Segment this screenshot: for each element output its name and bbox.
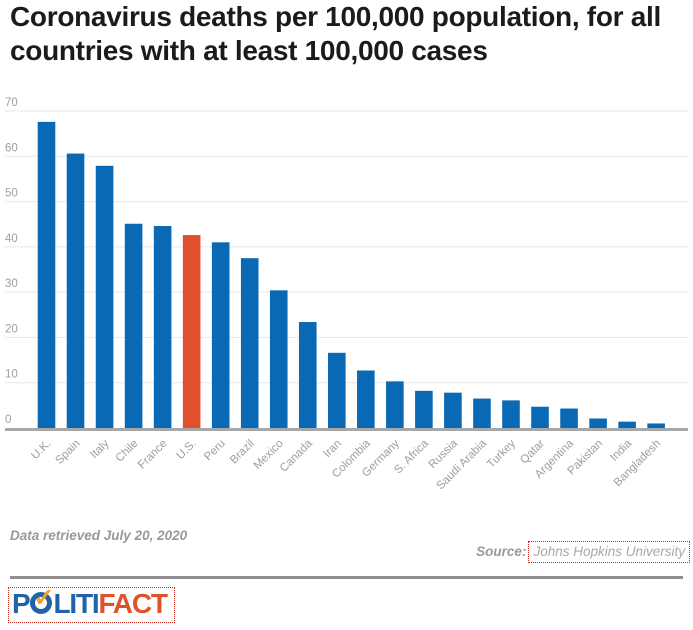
x-tick-label: Italy: [88, 437, 112, 461]
bar-Pakistan: [589, 418, 607, 428]
bar-Qatar: [531, 406, 549, 428]
bar-Iran: [328, 352, 346, 428]
bar-U.K.: [37, 121, 56, 428]
y-tick-label: 50: [5, 188, 18, 200]
bar-Peru: [211, 242, 230, 428]
bar-Brazil: [240, 258, 259, 428]
politifact-logo[interactable]: P ✓ LITIFACT: [8, 584, 175, 623]
source-link[interactable]: Johns Hopkins University: [528, 541, 690, 563]
bar-S. Africa: [415, 390, 433, 428]
x-tick-label: Iran: [321, 438, 344, 461]
bar-Germany: [386, 381, 404, 428]
bar-Spain: [66, 153, 85, 428]
footer-divider: [10, 576, 683, 579]
x-tick-label: U.K.: [29, 438, 53, 462]
bar-Italy: [95, 165, 114, 428]
bar-Argentina: [560, 408, 578, 428]
x-tick-label: France: [136, 438, 170, 472]
logo-letter-p: P: [12, 588, 31, 619]
x-tick-label: Turkey: [485, 437, 518, 470]
politifact-wordmark: P ✓ LITIFACT: [12, 584, 168, 619]
chart-title: Coronavirus deaths per 100,000 populatio…: [10, 1, 661, 66]
bar-U.S.: [182, 235, 201, 428]
y-tick-label: 40: [5, 233, 18, 245]
bar-Saudi Arabia: [473, 398, 491, 428]
checkmark-icon: ✓: [33, 584, 55, 612]
source-line: Source: Johns Hopkins University: [476, 541, 690, 563]
bar-Chile: [124, 223, 143, 428]
logo-letters-liti: LITI: [53, 588, 99, 619]
data-retrieved-note: Data retrieved July 20, 2020: [10, 528, 188, 543]
bar-France: [153, 226, 172, 428]
y-tick-label: 60: [5, 142, 18, 154]
y-tick-label: 20: [5, 323, 18, 335]
bar-Russia: [444, 392, 462, 428]
bar-Mexico: [269, 290, 288, 428]
bar-India: [618, 421, 636, 428]
y-tick-label: 30: [5, 278, 18, 290]
x-tick-label: Canada: [278, 437, 315, 474]
y-tick-label: 0: [5, 414, 11, 426]
x-tick-label: India: [608, 437, 635, 464]
bar-Canada: [298, 322, 317, 428]
source-label: Source:: [476, 544, 527, 559]
x-tick-label: Spain: [53, 438, 82, 467]
logo-letters-fact: FACT: [98, 588, 168, 619]
bar-Turkey: [502, 400, 520, 428]
bar-Colombia: [357, 370, 375, 428]
x-tick-label: Peru: [202, 438, 228, 464]
y-tick-label: 10: [5, 369, 18, 381]
logo-o-ring: ✓: [30, 584, 54, 614]
y-tick-label: 70: [5, 97, 18, 109]
bar-Bangladesh: [647, 423, 665, 428]
x-tick-label: U.S.: [174, 438, 198, 462]
x-tick-label: Chile: [114, 438, 141, 465]
bar-chart: 0 10 20 30 40 50 60 70 U.K. Spain Italy ChileFrance…: [5, 97, 688, 492]
